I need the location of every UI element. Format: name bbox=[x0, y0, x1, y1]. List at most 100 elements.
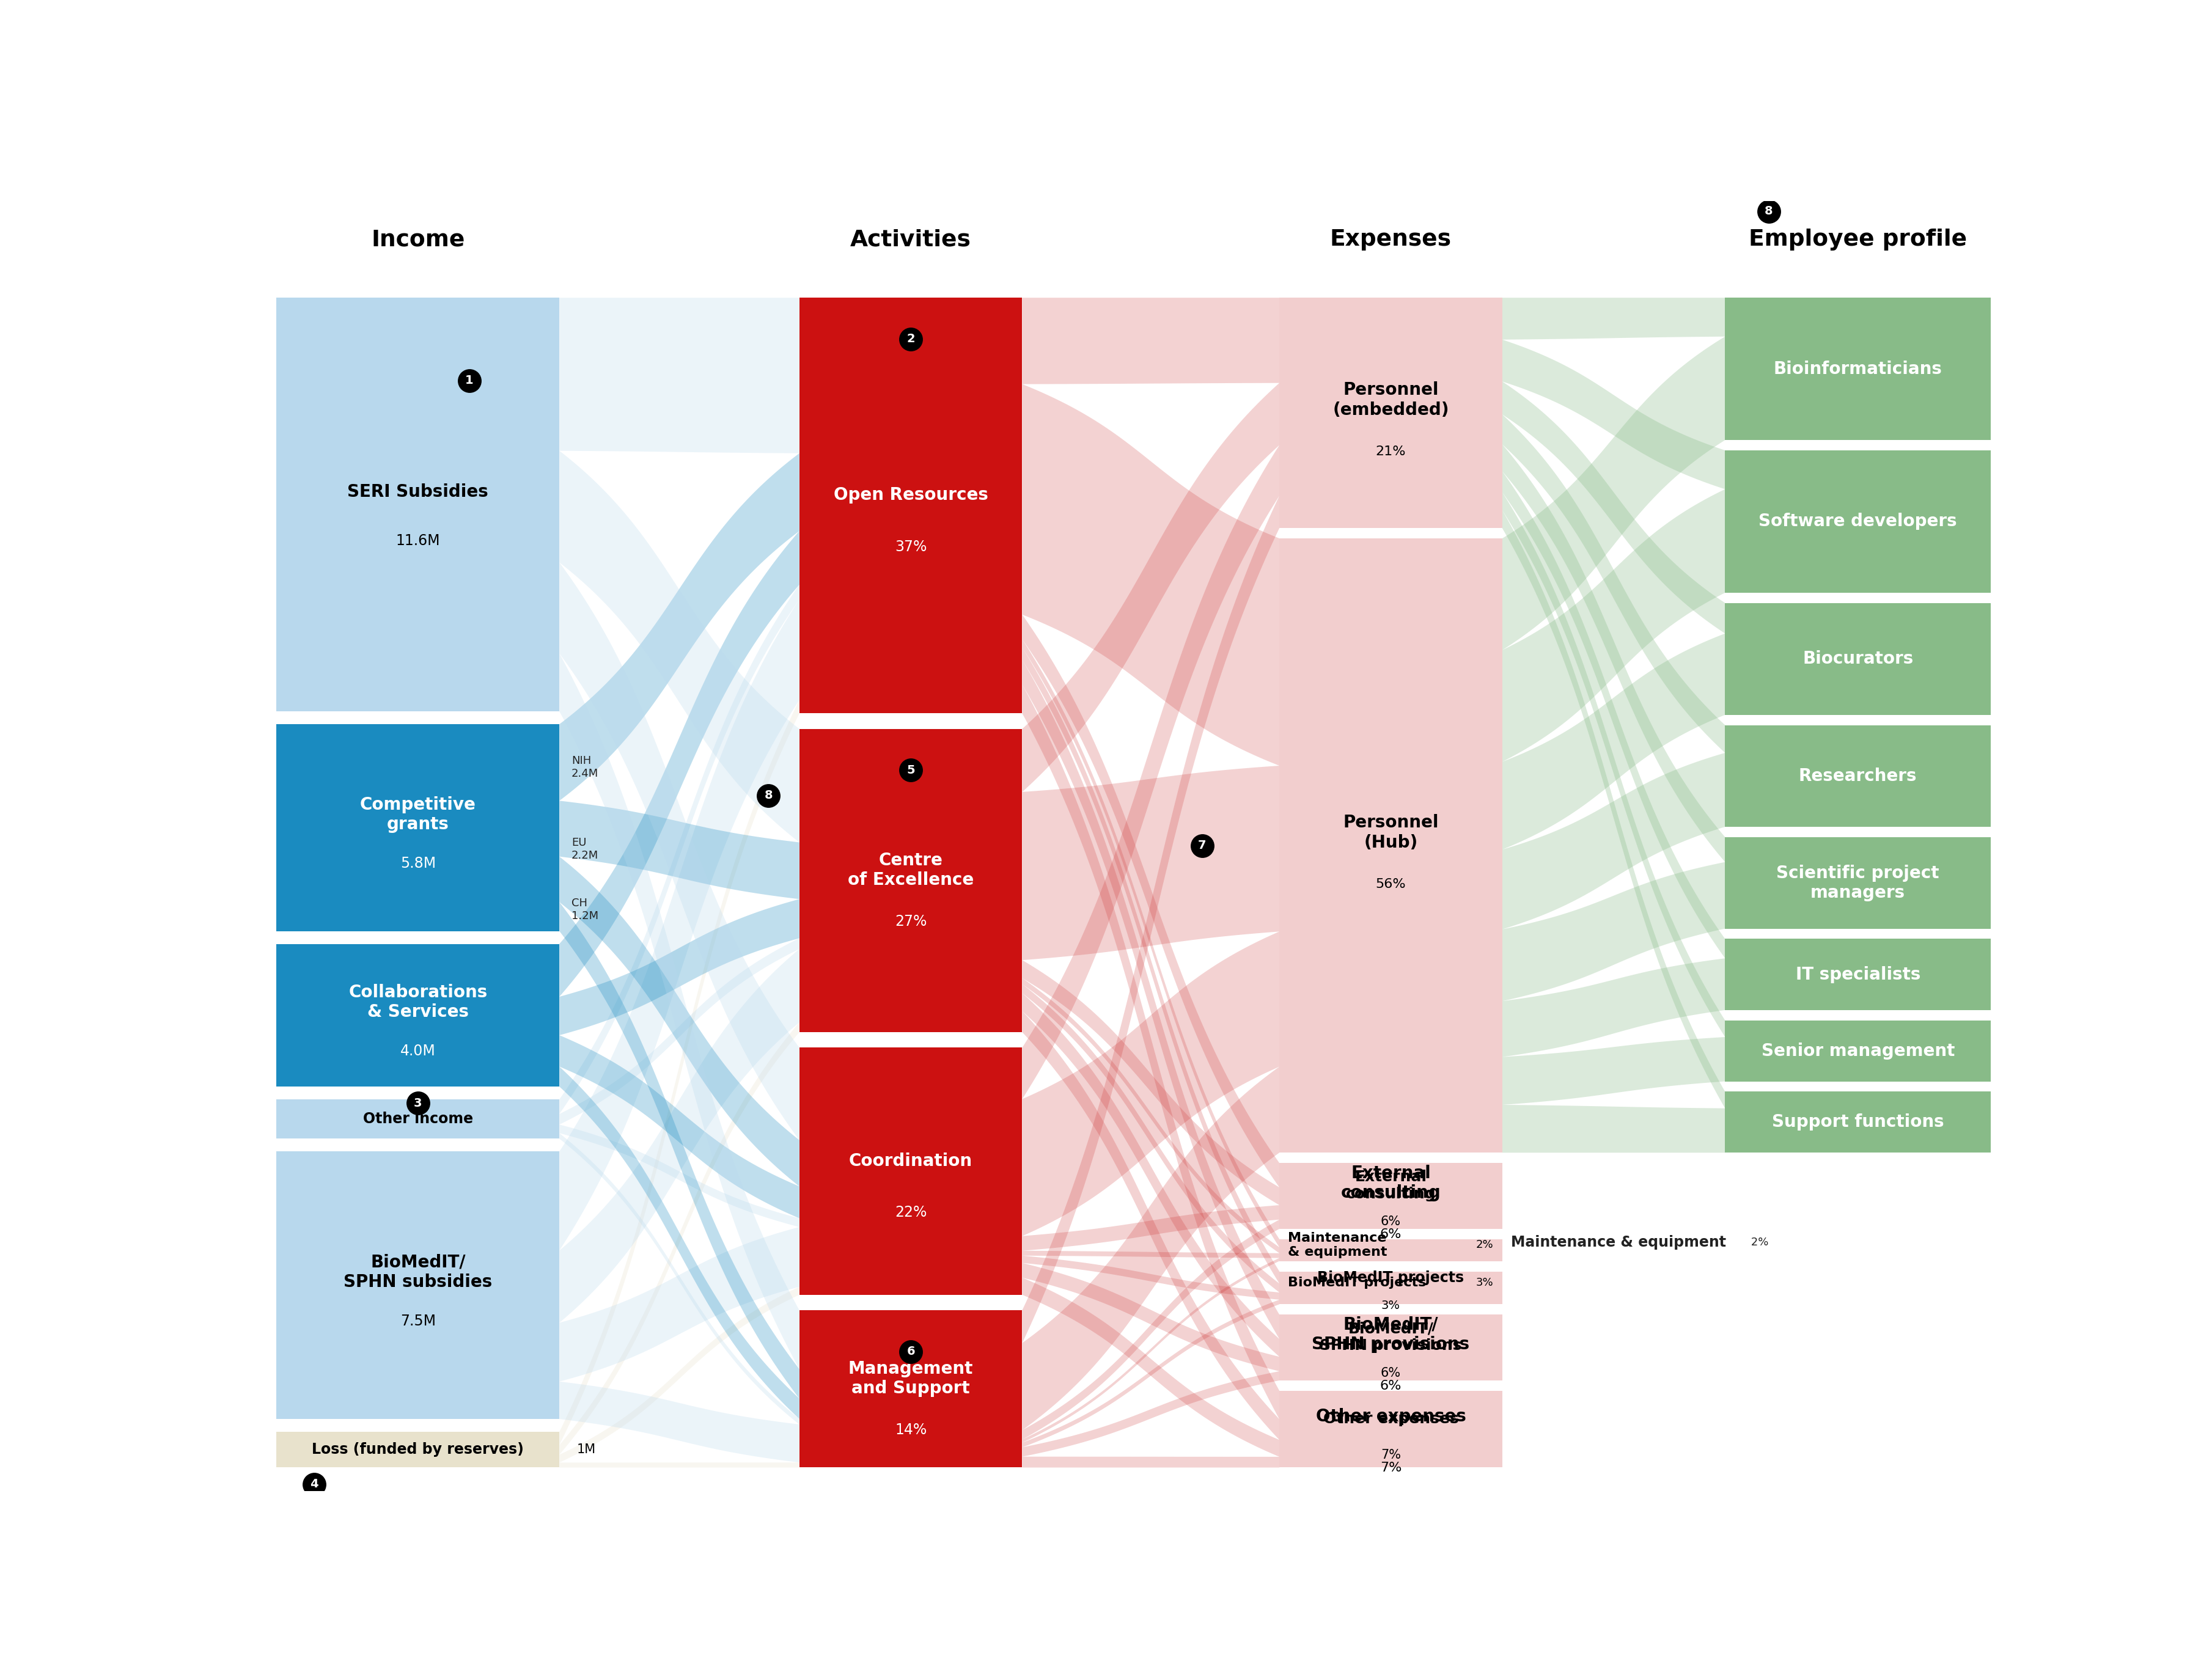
Polygon shape bbox=[1022, 685, 1279, 1419]
Polygon shape bbox=[1022, 978, 1279, 1253]
Polygon shape bbox=[1502, 298, 1725, 340]
Polygon shape bbox=[1022, 1263, 1279, 1372]
Text: SERI Subsidies: SERI Subsidies bbox=[347, 482, 489, 501]
Text: Maintenance
& equipment: Maintenance & equipment bbox=[1287, 1231, 1387, 1258]
Text: Other income: Other income bbox=[363, 1112, 473, 1126]
Text: Senior management: Senior management bbox=[1761, 1042, 1955, 1059]
Bar bbox=[1279, 538, 1502, 1152]
Bar bbox=[799, 729, 1022, 1032]
Text: Researchers: Researchers bbox=[1798, 767, 1918, 784]
Polygon shape bbox=[1022, 993, 1279, 1357]
Polygon shape bbox=[1022, 1067, 1279, 1430]
Text: Biocurators: Biocurators bbox=[1803, 650, 1913, 667]
Polygon shape bbox=[1022, 648, 1279, 1283]
Text: 22%: 22% bbox=[896, 1204, 927, 1219]
Polygon shape bbox=[1502, 633, 1725, 849]
Text: 3: 3 bbox=[414, 1097, 422, 1109]
Text: 1: 1 bbox=[465, 375, 473, 387]
Text: Support functions: Support functions bbox=[1772, 1114, 1944, 1131]
Polygon shape bbox=[560, 1067, 799, 1419]
Polygon shape bbox=[1022, 446, 1279, 1099]
Polygon shape bbox=[1022, 1256, 1279, 1300]
Polygon shape bbox=[1502, 1037, 1725, 1106]
Text: 1M: 1M bbox=[577, 1444, 595, 1456]
Bar bbox=[1279, 1315, 1502, 1380]
Bar bbox=[1725, 725, 1991, 827]
Polygon shape bbox=[1502, 1106, 1725, 1152]
Text: 5.8M: 5.8M bbox=[400, 856, 436, 871]
Text: 11.6M: 11.6M bbox=[396, 533, 440, 548]
Text: Activities: Activities bbox=[849, 229, 971, 251]
Bar bbox=[276, 945, 560, 1087]
Text: Personnel
(embedded): Personnel (embedded) bbox=[1332, 382, 1449, 419]
Text: 6: 6 bbox=[907, 1345, 916, 1357]
Polygon shape bbox=[560, 950, 799, 1323]
Polygon shape bbox=[1022, 960, 1279, 1204]
Polygon shape bbox=[560, 1124, 799, 1228]
Text: 27%: 27% bbox=[896, 915, 927, 930]
Polygon shape bbox=[1502, 414, 1725, 752]
Text: 6%: 6% bbox=[1380, 1367, 1400, 1380]
Text: 56%: 56% bbox=[1376, 878, 1407, 891]
Text: Collaborations
& Services: Collaborations & Services bbox=[349, 983, 487, 1020]
Text: Loss (funded by reserves): Loss (funded by reserves) bbox=[312, 1442, 524, 1457]
Text: 7%: 7% bbox=[1380, 1462, 1402, 1474]
Text: 37%: 37% bbox=[896, 539, 927, 554]
Polygon shape bbox=[1022, 1372, 1279, 1457]
Polygon shape bbox=[1022, 985, 1279, 1293]
Text: Other expenses: Other expenses bbox=[1323, 1412, 1458, 1425]
Text: Employee profile: Employee profile bbox=[1750, 229, 1966, 251]
Text: 4.0M: 4.0M bbox=[400, 1044, 436, 1059]
Polygon shape bbox=[1502, 511, 1725, 1109]
Polygon shape bbox=[1502, 863, 1725, 1002]
Text: 6%: 6% bbox=[1380, 1380, 1402, 1392]
Polygon shape bbox=[1502, 337, 1725, 650]
Text: Software developers: Software developers bbox=[1759, 513, 1958, 529]
Text: 6%: 6% bbox=[1380, 1216, 1400, 1228]
Polygon shape bbox=[1022, 384, 1279, 765]
Polygon shape bbox=[1022, 1278, 1279, 1457]
Bar bbox=[1279, 1162, 1502, 1229]
Bar bbox=[1725, 298, 1991, 441]
Polygon shape bbox=[1022, 384, 1279, 792]
Polygon shape bbox=[1022, 1457, 1279, 1467]
Bar bbox=[1725, 603, 1991, 715]
Polygon shape bbox=[560, 801, 799, 899]
Bar bbox=[276, 1099, 560, 1139]
Polygon shape bbox=[1022, 931, 1279, 1236]
Polygon shape bbox=[560, 451, 799, 843]
Polygon shape bbox=[560, 700, 799, 1446]
Text: 2%: 2% bbox=[1747, 1236, 1767, 1248]
Text: External
consulting: External consulting bbox=[1345, 1169, 1436, 1201]
Text: Expenses: Expenses bbox=[1329, 229, 1451, 251]
Polygon shape bbox=[1022, 1300, 1279, 1447]
Bar bbox=[1279, 1239, 1502, 1261]
Text: Open Resources: Open Resources bbox=[834, 487, 989, 504]
Bar bbox=[1279, 1271, 1502, 1305]
Polygon shape bbox=[560, 856, 799, 1186]
Text: Competitive
grants: Competitive grants bbox=[361, 796, 476, 832]
Text: Maintenance & equipment: Maintenance & equipment bbox=[1511, 1234, 1725, 1250]
Text: 8: 8 bbox=[1765, 206, 1774, 218]
Polygon shape bbox=[1502, 492, 1725, 1037]
Polygon shape bbox=[1022, 1258, 1279, 1442]
Polygon shape bbox=[560, 899, 799, 1035]
Text: BioMedIT/
SPHN provisions: BioMedIT/ SPHN provisions bbox=[1312, 1317, 1469, 1353]
Text: 6%: 6% bbox=[1380, 1228, 1402, 1241]
Polygon shape bbox=[1022, 765, 1279, 960]
Text: 5: 5 bbox=[907, 764, 916, 776]
Polygon shape bbox=[560, 1462, 799, 1467]
Text: 3%: 3% bbox=[1380, 1300, 1400, 1312]
Polygon shape bbox=[560, 1035, 799, 1218]
Bar bbox=[1279, 298, 1502, 528]
Text: BioMedIT projects: BioMedIT projects bbox=[1318, 1270, 1464, 1285]
Text: BioMedIT/
SPHN provisions: BioMedIT/ SPHN provisions bbox=[1321, 1322, 1462, 1353]
Polygon shape bbox=[1502, 489, 1725, 762]
Text: Coordination: Coordination bbox=[849, 1152, 973, 1169]
Text: 7: 7 bbox=[1199, 839, 1206, 851]
Text: Scientific project
managers: Scientific project managers bbox=[1776, 864, 1940, 901]
Polygon shape bbox=[1502, 444, 1725, 863]
Polygon shape bbox=[560, 1228, 799, 1382]
Text: Personnel
(Hub): Personnel (Hub) bbox=[1343, 814, 1438, 851]
Text: BioMedIT/
SPHN subsidies: BioMedIT/ SPHN subsidies bbox=[343, 1255, 493, 1291]
